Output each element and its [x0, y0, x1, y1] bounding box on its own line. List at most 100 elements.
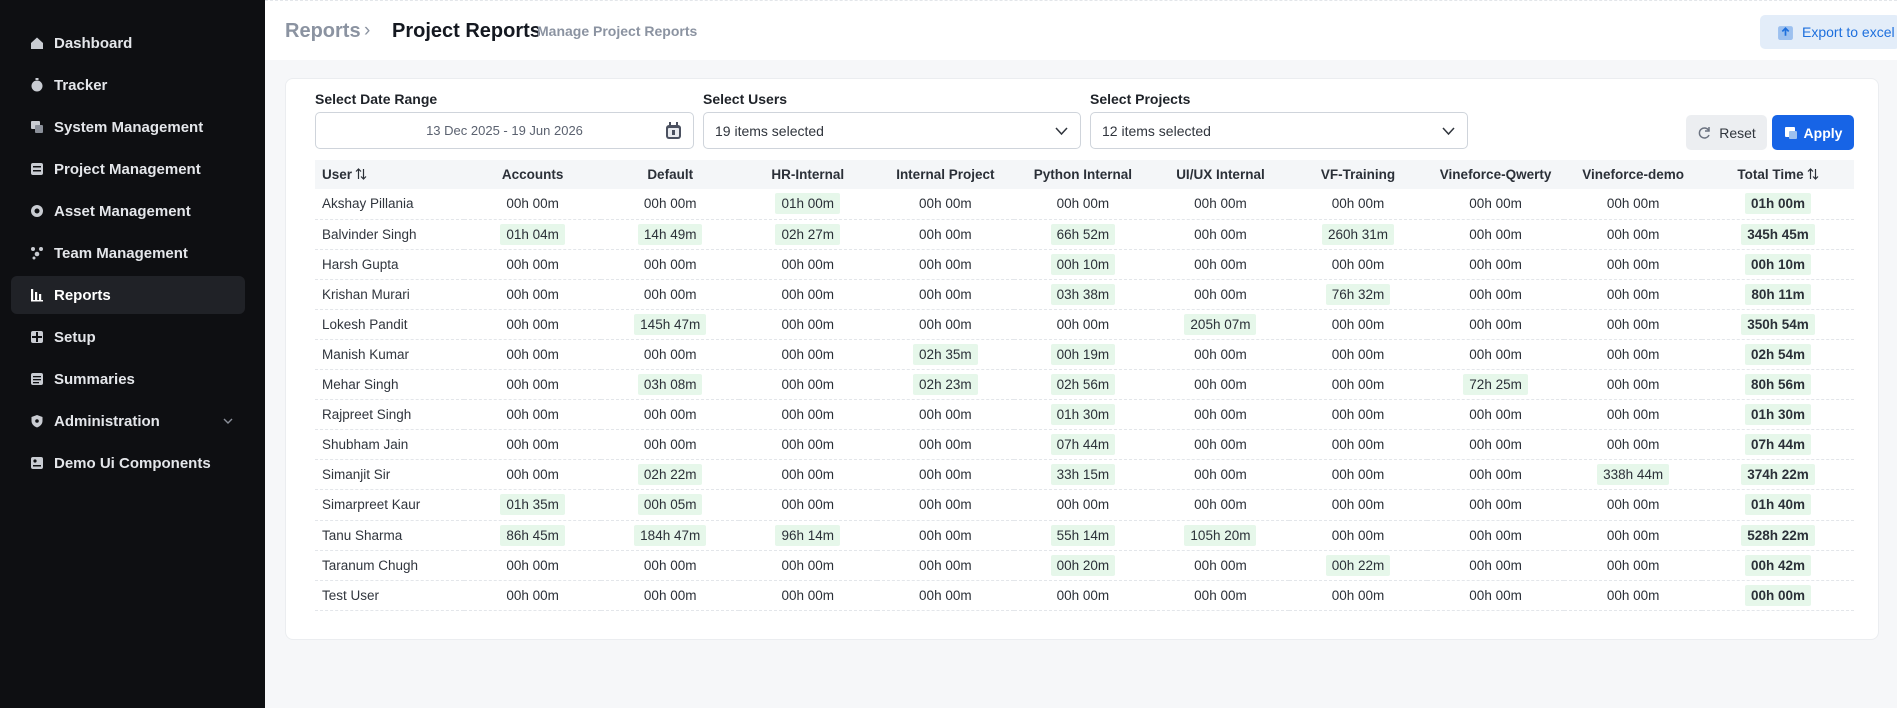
- sidebar-item-team-management[interactable]: Team Management: [11, 234, 245, 272]
- sidebar-item-dashboard[interactable]: Dashboard: [11, 24, 245, 62]
- total-time-value: 374h 22m: [1741, 464, 1815, 486]
- time-cell: 00h 00m: [601, 279, 739, 309]
- time-cell: 00h 00m: [464, 550, 602, 580]
- sidebar-item-label: Asset Management: [54, 202, 191, 220]
- column-header-vineforce-demo: Vineforce-demo: [1564, 160, 1702, 189]
- sidebar-item-summaries[interactable]: Summaries: [11, 360, 245, 398]
- time-value: 00h 00m: [1606, 347, 1660, 363]
- time-cell: 00h 00m: [1152, 400, 1290, 430]
- table-row: Akshay Pillania 00h 00m 00h 00m 01h 00m 00h …: [315, 189, 1854, 220]
- time-value: 00h 00m: [919, 286, 972, 302]
- apply-button[interactable]: Apply: [1772, 115, 1854, 150]
- table-row: Simarpreet Kaur 01h 35m 00h 05m 00h 00m 00h …: [315, 490, 1854, 521]
- time-value: 00h 00m: [781, 437, 835, 453]
- time-value: 00h 00m: [506, 286, 559, 302]
- time-cell: 00h 00m: [464, 189, 602, 219]
- system-icon: [30, 120, 44, 134]
- table-row: Tanu Sharma 86h 45m 184h 47m 96h 14m 00h 00m…: [315, 520, 1854, 551]
- column-header-user[interactable]: User: [315, 160, 464, 189]
- sidebar-item-reports[interactable]: Reports: [11, 276, 245, 314]
- sidebar-item-label: Tracker: [54, 76, 108, 94]
- time-cell: 00h 00m: [601, 430, 739, 460]
- time-value: 00h 00m: [643, 196, 697, 212]
- column-header-default: Default: [601, 160, 739, 189]
- total-time-cell: 350h 54m: [1702, 309, 1854, 339]
- time-value: 00h 00m: [643, 347, 697, 363]
- total-time-cell: 01h 40m: [1702, 490, 1854, 520]
- user-name-cell: Mehar Singh: [322, 377, 399, 393]
- projects-select[interactable]: 12 items selected: [1090, 112, 1468, 149]
- user-name-cell: Simanjit Sir: [322, 467, 391, 483]
- calendar-icon[interactable]: [665, 122, 682, 140]
- time-cell: 14h 49m: [601, 219, 739, 249]
- total-time-value: 00h 00m: [1744, 584, 1811, 606]
- time-value: 00h 20m: [1050, 554, 1116, 576]
- page-header: Reports › Project Reports Manage Project…: [265, 0, 1897, 60]
- time-value: 00h 00m: [1606, 437, 1660, 453]
- time-value: 00h 00m: [1056, 497, 1110, 513]
- time-cell: 01h 04m: [464, 219, 602, 249]
- sidebar-item-demo-ui-components[interactable]: Demo Ui Components: [11, 444, 245, 482]
- time-value: 00h 00m: [1056, 316, 1110, 332]
- reset-button[interactable]: Reset: [1686, 115, 1767, 150]
- date-range-value: 13 Dec 2025 - 19 Jun 2026: [426, 123, 583, 138]
- time-cell: 00h 00m: [739, 309, 877, 339]
- sidebar-item-administration[interactable]: Administration: [11, 402, 245, 440]
- time-cell: 00h 00m: [1564, 580, 1702, 610]
- user-name-cell: Manish Kumar: [322, 347, 410, 363]
- time-value: 00h 00m: [1469, 226, 1522, 242]
- sort-icon[interactable]: [1807, 168, 1819, 180]
- column-header-total-time[interactable]: Total Time: [1702, 160, 1854, 189]
- time-value: 55h 14m: [1050, 524, 1116, 546]
- total-time-cell: 80h 56m: [1702, 370, 1854, 400]
- time-cell: 00h 00m: [601, 550, 739, 580]
- breadcrumb-reports[interactable]: Reports: [285, 20, 361, 42]
- time-value: 00h 00m: [781, 587, 835, 603]
- total-time-value: 528h 22m: [1741, 524, 1815, 546]
- user-name-cell: Akshay Pillania: [322, 196, 414, 212]
- time-cell: 00h 00m: [739, 249, 877, 279]
- time-value: 86h 45m: [500, 524, 565, 546]
- filter-icon: [1784, 126, 1797, 139]
- total-time-cell: 01h 30m: [1702, 400, 1854, 430]
- time-value: 205h 07m: [1184, 313, 1257, 335]
- sidebar-item-setup[interactable]: Setup: [11, 318, 245, 356]
- date-range-input[interactable]: 13 Dec 2025 - 19 Jun 2026: [315, 112, 694, 149]
- time-value: 00h 00m: [1606, 557, 1660, 573]
- time-value: 00h 00m: [919, 316, 972, 332]
- time-cell: 00h 00m: [1152, 370, 1290, 400]
- sidebar-item-project-management[interactable]: Project Management: [11, 150, 245, 188]
- time-value: 33h 15m: [1050, 464, 1116, 486]
- total-time-value: 00h 10m: [1744, 253, 1811, 275]
- time-cell: 00h 00m: [1152, 490, 1290, 520]
- time-cell: 00h 00m: [1152, 219, 1290, 249]
- time-cell: 00h 00m: [1427, 520, 1565, 550]
- time-cell: 00h 00m: [1564, 550, 1702, 580]
- time-value: 00h 00m: [1469, 316, 1522, 332]
- sidebar-item-asset-management[interactable]: Asset Management: [11, 192, 245, 230]
- time-value: 00h 00m: [1331, 316, 1385, 332]
- time-value: 00h 00m: [643, 256, 697, 272]
- time-value: 00h 00m: [919, 437, 972, 453]
- sidebar-item-system-management[interactable]: System Management: [11, 108, 245, 146]
- sort-icon[interactable]: [355, 168, 367, 180]
- users-select[interactable]: 19 items selected: [703, 112, 1081, 149]
- export-to-excel-button[interactable]: Export to excel: [1760, 15, 1897, 49]
- time-value: 14h 49m: [637, 223, 703, 245]
- time-value: 00h 00m: [1469, 437, 1522, 453]
- sidebar-item-label: Reports: [54, 286, 111, 304]
- time-value: 00h 00m: [506, 407, 559, 423]
- time-value: 00h 00m: [506, 316, 559, 332]
- time-cell: 00h 00m: [601, 189, 739, 219]
- reset-label: Reset: [1719, 124, 1756, 141]
- time-value: 338h 44m: [1597, 464, 1670, 486]
- time-value: 00h 05m: [637, 494, 703, 516]
- time-cell: 00h 00m: [739, 460, 877, 490]
- column-header-label: User: [322, 167, 353, 182]
- home-icon: [30, 36, 44, 50]
- chevron-down-icon[interactable]: [223, 416, 233, 426]
- time-cell: 00h 00m: [601, 339, 739, 369]
- user-name-cell: Krishan Murari: [322, 286, 410, 302]
- table-row: Mehar Singh 00h 00m 03h 08m 00h 00m 02h 23m 0…: [315, 370, 1854, 400]
- sidebar-item-tracker[interactable]: Tracker: [11, 66, 245, 104]
